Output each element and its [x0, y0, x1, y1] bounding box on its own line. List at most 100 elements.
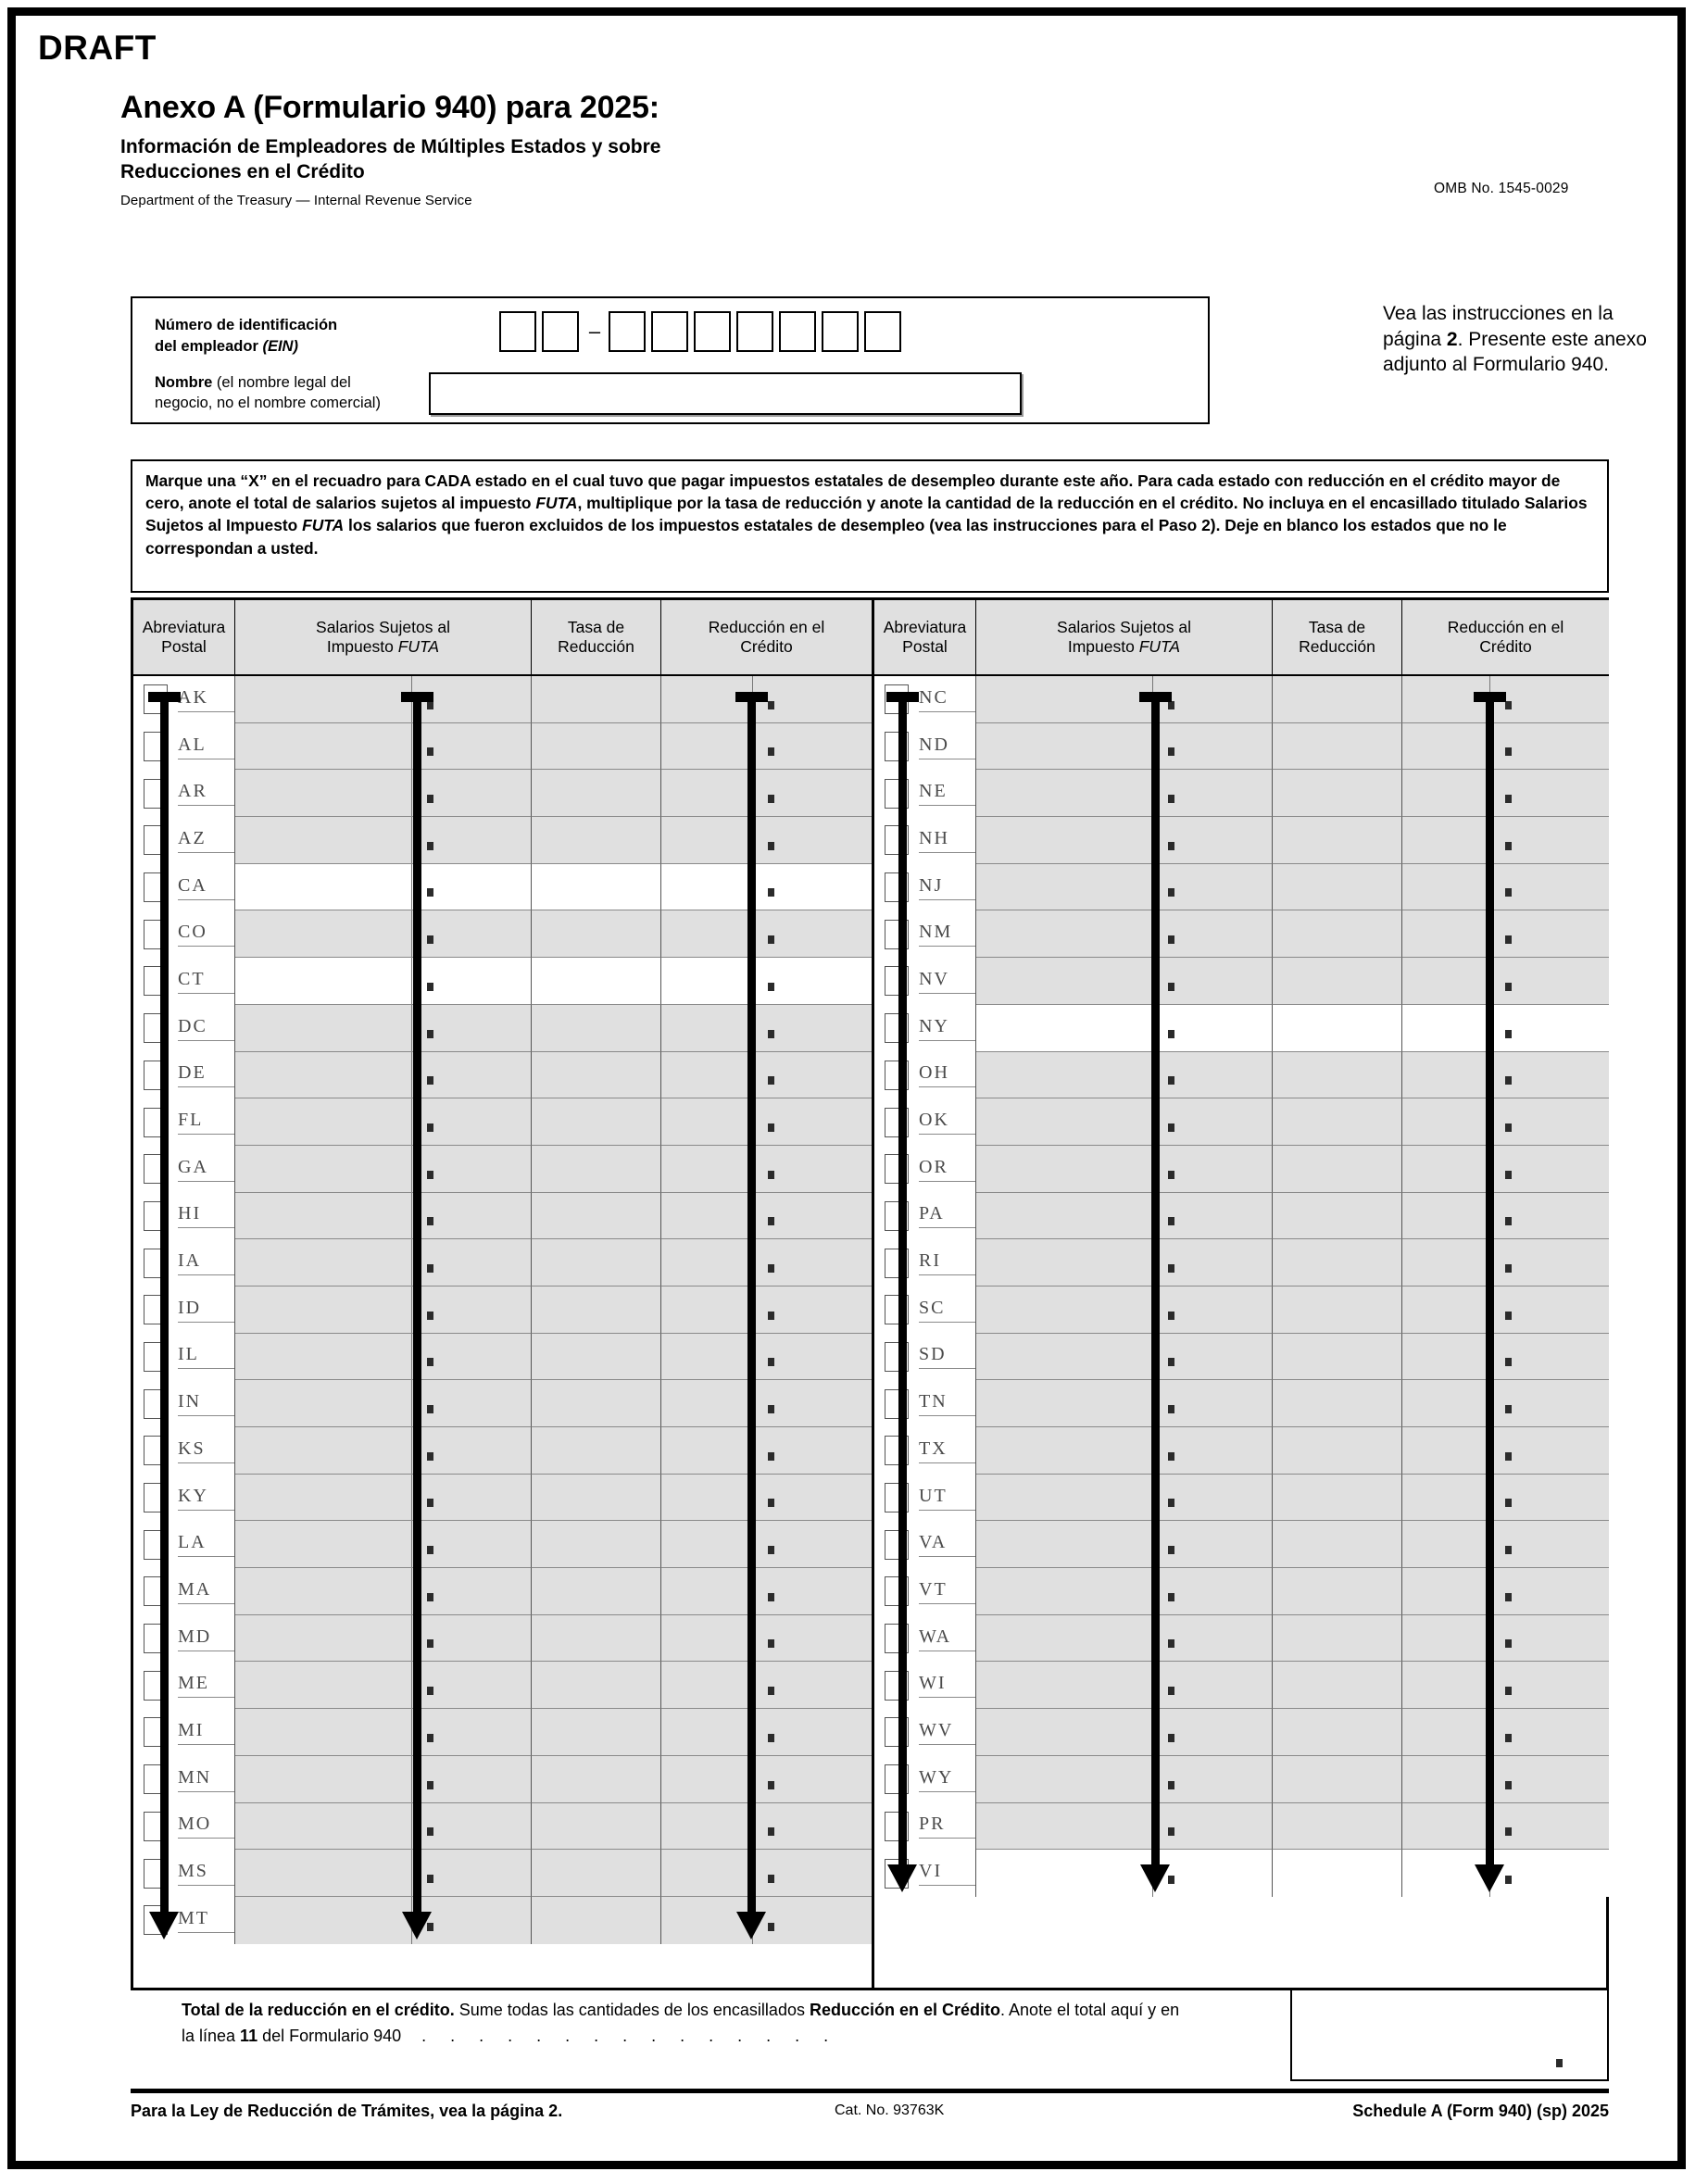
futa-wages-dollars[interactable]: [976, 1662, 1153, 1709]
reduction-rate-input-or[interactable]: [1273, 1145, 1402, 1193]
futa-wages-cents[interactable]: [412, 1380, 531, 1426]
futa-wages-dollars[interactable]: [976, 1850, 1153, 1897]
futa-wages-input-hi[interactable]: [235, 1192, 532, 1240]
credit-reduction-dollars[interactable]: [661, 1380, 753, 1426]
futa-wages-cents[interactable]: [412, 1897, 531, 1944]
state-checkbox-wi[interactable]: [885, 1670, 909, 1701]
credit-reduction-dollars[interactable]: [661, 1098, 753, 1145]
futa-wages-cents[interactable]: [412, 1427, 531, 1474]
futa-wages-cents[interactable]: [1153, 1239, 1272, 1286]
credit-reduction-dollars[interactable]: [1402, 910, 1490, 958]
credit-reduction-input-ms[interactable]: [661, 1850, 872, 1897]
reduction-rate-input-vi[interactable]: [1273, 1850, 1402, 1897]
credit-reduction-input-ct[interactable]: [661, 958, 872, 1005]
futa-wages-input-sc[interactable]: [976, 1286, 1273, 1334]
credit-reduction-cents[interactable]: [753, 1239, 872, 1286]
credit-reduction-dollars[interactable]: [661, 1004, 753, 1051]
futa-wages-cents[interactable]: [1153, 723, 1272, 770]
reduction-rate-input-nv[interactable]: [1273, 958, 1402, 1005]
futa-wages-input-nm[interactable]: [976, 910, 1273, 959]
credit-reduction-cents[interactable]: [753, 864, 872, 910]
futa-wages-cents[interactable]: [412, 1709, 531, 1755]
futa-wages-cents[interactable]: [412, 1568, 531, 1614]
credit-reduction-cents[interactable]: [1490, 1287, 1609, 1333]
futa-wages-dollars[interactable]: [235, 1427, 412, 1474]
state-checkbox-sc[interactable]: [885, 1295, 909, 1325]
state-checkbox-dc[interactable]: [144, 1013, 168, 1044]
futa-wages-input-mo[interactable]: [235, 1802, 532, 1851]
futa-wages-input-co[interactable]: [235, 910, 532, 959]
credit-reduction-cents[interactable]: [1490, 770, 1609, 816]
credit-reduction-cents[interactable]: [1490, 1146, 1609, 1192]
futa-wages-cents[interactable]: [1153, 1005, 1272, 1051]
state-checkbox-al[interactable]: [144, 732, 168, 762]
state-checkbox-il[interactable]: [144, 1341, 168, 1372]
futa-wages-input-in[interactable]: [235, 1380, 532, 1427]
credit-reduction-cents[interactable]: [753, 910, 872, 957]
reduction-rate-input-pr[interactable]: [1273, 1802, 1402, 1851]
futa-wages-cents[interactable]: [412, 910, 531, 957]
futa-wages-cents[interactable]: [412, 1052, 531, 1098]
futa-wages-cents[interactable]: [1153, 1521, 1272, 1567]
credit-reduction-dollars[interactable]: [661, 817, 753, 863]
credit-reduction-cents[interactable]: [753, 1897, 872, 1944]
state-checkbox-mo[interactable]: [144, 1811, 168, 1841]
credit-reduction-cents[interactable]: [753, 1146, 872, 1192]
state-checkbox-wa[interactable]: [885, 1624, 909, 1654]
state-checkbox-nc[interactable]: [885, 684, 909, 715]
futa-wages-input-mn[interactable]: [235, 1755, 532, 1803]
futa-wages-input-ma[interactable]: [235, 1568, 532, 1615]
credit-reduction-cents[interactable]: [753, 723, 872, 770]
credit-reduction-input-ca[interactable]: [661, 863, 872, 911]
credit-reduction-cents[interactable]: [1490, 1193, 1609, 1239]
state-checkbox-ga[interactable]: [144, 1154, 168, 1185]
credit-reduction-cents[interactable]: [753, 1052, 872, 1098]
futa-wages-input-ar[interactable]: [235, 770, 532, 818]
credit-reduction-dollars[interactable]: [661, 1521, 753, 1568]
futa-wages-cents[interactable]: [1153, 1475, 1272, 1521]
credit-reduction-cents[interactable]: [753, 1850, 872, 1896]
reduction-rate-input-wa[interactable]: [1273, 1614, 1402, 1663]
futa-wages-cents[interactable]: [412, 1239, 531, 1286]
futa-wages-input-wa[interactable]: [976, 1614, 1273, 1663]
futa-wages-input-mi[interactable]: [235, 1709, 532, 1756]
state-checkbox-pr[interactable]: [885, 1811, 909, 1841]
credit-reduction-input-nh[interactable]: [1402, 817, 1609, 864]
credit-reduction-cents[interactable]: [1490, 1334, 1609, 1380]
credit-reduction-cents[interactable]: [1490, 1005, 1609, 1051]
futa-wages-dollars[interactable]: [235, 910, 412, 958]
credit-reduction-dollars[interactable]: [1402, 1755, 1490, 1802]
credit-reduction-input-pr[interactable]: [1402, 1802, 1609, 1851]
futa-wages-dollars[interactable]: [976, 1614, 1153, 1662]
credit-reduction-input-pa[interactable]: [1402, 1192, 1609, 1240]
ein-digit-3[interactable]: [609, 311, 646, 352]
futa-wages-input-tn[interactable]: [976, 1380, 1273, 1427]
reduction-rate-input-ny[interactable]: [1273, 1004, 1402, 1052]
futa-wages-input-nc[interactable]: [976, 676, 1273, 723]
business-name-input[interactable]: [429, 372, 1022, 415]
ein-digit-8[interactable]: [822, 311, 859, 352]
credit-reduction-cents[interactable]: [1490, 910, 1609, 957]
futa-wages-input-ca[interactable]: [235, 863, 532, 911]
credit-reduction-input-ga[interactable]: [661, 1145, 872, 1193]
credit-reduction-input-nj[interactable]: [1402, 863, 1609, 911]
futa-wages-input-de[interactable]: [235, 1051, 532, 1099]
credit-reduction-input-ri[interactable]: [1402, 1239, 1609, 1287]
futa-wages-dollars[interactable]: [976, 1145, 1153, 1192]
credit-reduction-cents[interactable]: [753, 1662, 872, 1708]
futa-wages-cents[interactable]: [412, 1756, 531, 1802]
credit-reduction-input-ar[interactable]: [661, 770, 872, 818]
credit-reduction-dollars[interactable]: [1402, 1521, 1490, 1568]
credit-reduction-cents[interactable]: [1490, 817, 1609, 863]
state-checkbox-mn[interactable]: [144, 1764, 168, 1795]
futa-wages-dollars[interactable]: [976, 817, 1153, 863]
credit-reduction-input-co[interactable]: [661, 910, 872, 959]
reduction-rate-input-al[interactable]: [532, 722, 661, 771]
reduction-rate-input-nd[interactable]: [1273, 722, 1402, 771]
credit-reduction-cents[interactable]: [1490, 1380, 1609, 1426]
state-checkbox-az[interactable]: [144, 825, 168, 856]
credit-reduction-input-mo[interactable]: [661, 1802, 872, 1851]
state-checkbox-oh[interactable]: [885, 1060, 909, 1090]
credit-reduction-input-nc[interactable]: [1402, 676, 1609, 723]
futa-wages-dollars[interactable]: [976, 910, 1153, 958]
